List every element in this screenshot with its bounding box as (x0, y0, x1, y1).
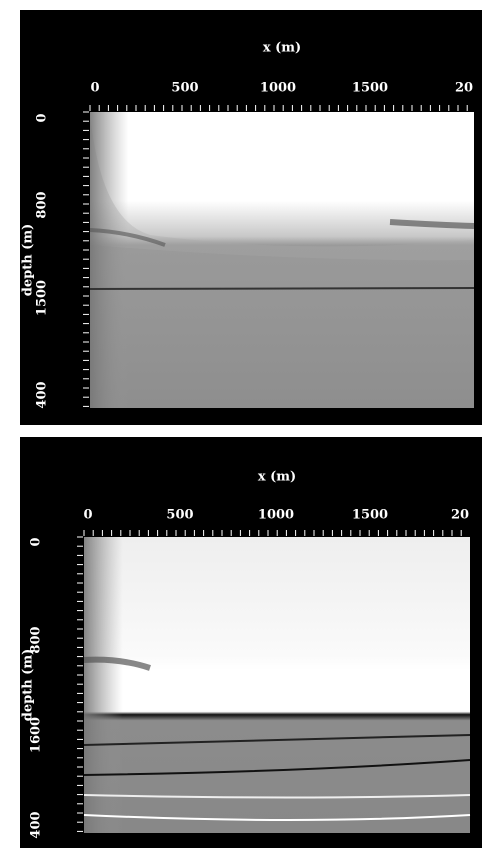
x-tick-label: 20 (451, 508, 469, 523)
y-axis-label: depth (m) (21, 224, 36, 297)
y-tick-label: 0 (35, 113, 50, 122)
x-tick-label: 500 (171, 81, 198, 96)
seismic-image (89, 112, 475, 408)
y-tick-label: 400 (29, 811, 44, 838)
y-tick-label: 400 (35, 381, 50, 408)
y-tick-label: 800 (29, 626, 44, 653)
y-tick-label: 1500 (35, 280, 50, 316)
x-tick-label: 1500 (352, 508, 388, 523)
x-tick-label: 500 (166, 508, 193, 523)
x-tick-label: 1500 (352, 81, 388, 96)
x-tick-label: 20 (455, 81, 473, 96)
y-tick-label: 800 (35, 191, 50, 218)
x-tick-label: 0 (83, 508, 92, 523)
y-axis-label: depth (m) (21, 649, 36, 722)
x-axis-label: x (m) (258, 470, 296, 485)
y-tick-label: 0 (29, 537, 44, 546)
x-tick-label: 1000 (258, 508, 294, 523)
seismic-image (83, 537, 471, 833)
x-axis-label: x (m) (263, 41, 301, 56)
x-tick-label: 0 (90, 81, 99, 96)
y-tick-label: 1600 (29, 717, 44, 753)
x-tick-label: 1000 (260, 81, 296, 96)
